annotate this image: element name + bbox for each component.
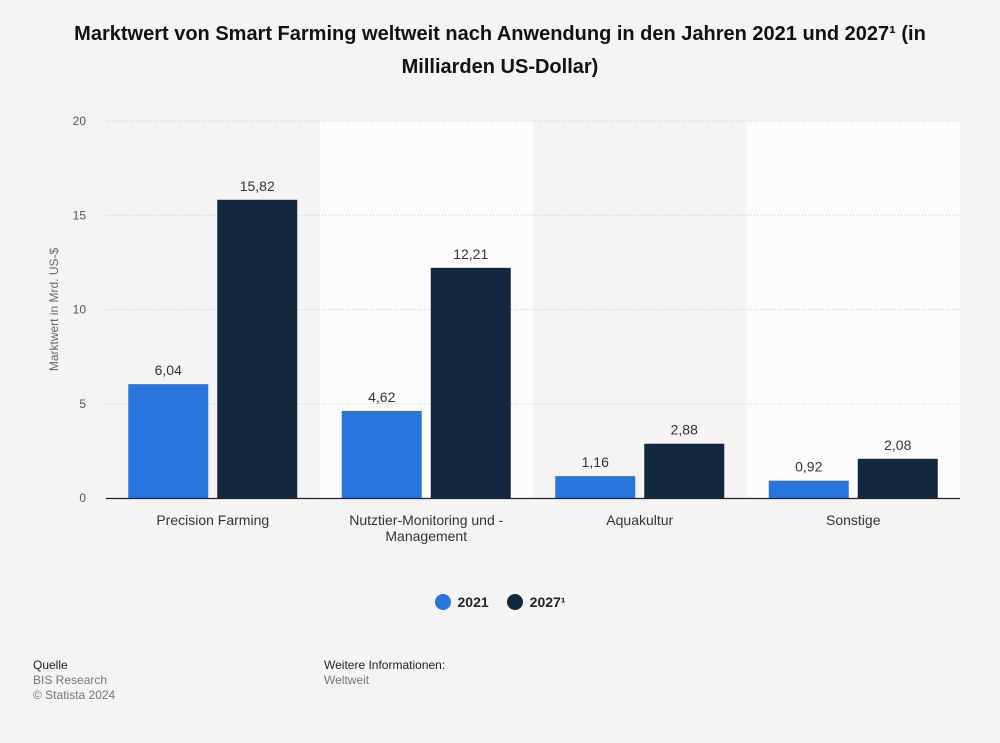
x-tick-label-line: Sonstige bbox=[826, 512, 881, 528]
bar-2021 bbox=[555, 476, 636, 498]
legend-label-2021: 2021 bbox=[457, 594, 489, 610]
legend: 2021 2027¹ bbox=[0, 594, 1000, 610]
info-value: Weltweit bbox=[324, 673, 370, 687]
info-block: Weitere Informationen: Weltweit bbox=[324, 658, 445, 688]
bar-2021 bbox=[341, 410, 422, 498]
bar-2027 bbox=[430, 267, 511, 498]
x-tick-label: Sonstige bbox=[826, 512, 881, 528]
y-tick-label: 0 bbox=[79, 491, 86, 505]
x-tick-label-line: Nutztier-Monitoring und - bbox=[349, 512, 503, 528]
data-label: 1,16 bbox=[582, 454, 609, 470]
source-heading: Quelle bbox=[33, 658, 68, 672]
legend-item-2027[interactable]: 2027¹ bbox=[506, 594, 566, 610]
data-label: 2,08 bbox=[884, 437, 911, 453]
data-label: 0,92 bbox=[795, 459, 822, 475]
data-label: 4,62 bbox=[368, 389, 395, 405]
y-tick-label: 5 bbox=[79, 397, 86, 411]
source-block: Quelle BIS Research © Statista 2024 bbox=[33, 658, 115, 703]
legend-dot-2027-icon bbox=[506, 594, 523, 610]
y-tick-label: 15 bbox=[73, 208, 87, 222]
bar-2027 bbox=[644, 443, 725, 498]
data-label: 15,82 bbox=[240, 178, 275, 194]
bar-2021 bbox=[128, 384, 209, 498]
x-tick-label-line: Precision Farming bbox=[156, 512, 269, 528]
source-name[interactable]: BIS Research bbox=[33, 673, 108, 687]
y-tick-label: 10 bbox=[73, 303, 87, 317]
x-tick-label-line: Aquakultur bbox=[606, 512, 673, 528]
x-tick-label: Nutztier-Monitoring und -Management bbox=[349, 512, 503, 544]
chart-title: Marktwert von Smart Farming weltweit nac… bbox=[74, 23, 926, 78]
data-label: 6,04 bbox=[155, 362, 182, 378]
bar-2027 bbox=[217, 199, 298, 498]
legend-dot-2021-icon bbox=[434, 594, 451, 610]
x-tick-label: Aquakultur bbox=[606, 512, 673, 528]
bar-2021 bbox=[768, 480, 849, 498]
legend-label-2027: 2027¹ bbox=[529, 594, 566, 610]
y-axis-label: Marktwert in Mrd. US-$ bbox=[47, 248, 61, 372]
copyright: © Statista 2024 bbox=[33, 688, 116, 702]
data-label: 2,88 bbox=[671, 422, 698, 438]
x-tick-label: Precision Farming bbox=[156, 512, 269, 528]
bar-2027 bbox=[857, 458, 938, 498]
legend-item-2021[interactable]: 2021 bbox=[434, 594, 489, 610]
info-heading: Weitere Informationen: bbox=[324, 658, 446, 672]
data-label: 12,21 bbox=[453, 246, 488, 262]
x-tick-label-line: Management bbox=[385, 528, 467, 544]
y-tick-label: 20 bbox=[73, 114, 87, 128]
